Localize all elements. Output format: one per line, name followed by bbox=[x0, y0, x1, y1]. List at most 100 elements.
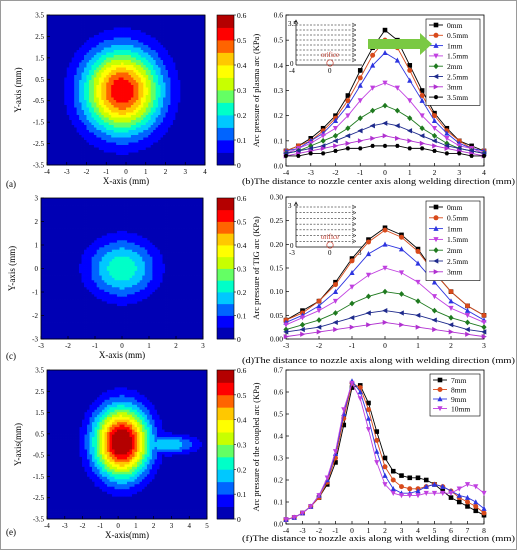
contour-cell bbox=[170, 65, 174, 68]
contour-cell bbox=[130, 137, 134, 141]
contour-cell bbox=[192, 70, 196, 73]
contour-cell bbox=[187, 22, 191, 26]
contour-cell bbox=[69, 102, 73, 106]
contour-cell bbox=[89, 230, 93, 234]
contour-cell bbox=[69, 147, 73, 151]
contour-cell bbox=[145, 40, 149, 43]
contour-cell bbox=[51, 202, 55, 206]
contour-cell bbox=[200, 200, 204, 204]
contour-cell bbox=[94, 226, 98, 229]
contour-cell bbox=[180, 25, 184, 28]
contour-cell bbox=[93, 77, 97, 81]
contour-cell bbox=[118, 67, 122, 71]
contour-cell bbox=[61, 92, 65, 96]
contour-cell bbox=[66, 115, 70, 118]
contour-cell bbox=[154, 202, 158, 206]
contour-cell bbox=[182, 87, 186, 91]
contour-cell bbox=[116, 228, 120, 232]
contour-cell bbox=[140, 17, 144, 21]
contour-cell bbox=[187, 219, 191, 222]
contour-cell bbox=[63, 228, 67, 232]
contour-cell bbox=[91, 233, 95, 236]
contour-cell bbox=[145, 117, 149, 121]
contour-cell bbox=[116, 42, 119, 46]
contour-cell bbox=[49, 115, 53, 118]
contour-cell bbox=[108, 40, 112, 43]
contour-cell bbox=[121, 125, 124, 128]
contour-cell bbox=[71, 135, 75, 138]
contour-cell bbox=[150, 137, 154, 141]
contour-cell bbox=[121, 20, 124, 23]
contour-cell bbox=[195, 15, 198, 18]
contour-cell bbox=[153, 102, 157, 106]
contour-cell bbox=[153, 40, 157, 43]
contour-cell bbox=[172, 230, 176, 234]
contour-cell bbox=[202, 115, 206, 118]
contour-cell bbox=[143, 30, 147, 33]
contour-cell bbox=[103, 127, 107, 131]
contour-cell bbox=[163, 152, 166, 156]
contour-cell bbox=[182, 200, 186, 204]
contour-cell bbox=[54, 37, 58, 41]
contour-cell bbox=[192, 200, 196, 204]
contour-cell bbox=[185, 205, 189, 208]
contour-cell bbox=[108, 30, 112, 33]
contour-cell bbox=[86, 221, 90, 225]
contour-cell bbox=[202, 50, 206, 53]
contour-cell bbox=[61, 200, 65, 204]
contour-cell bbox=[109, 212, 113, 215]
contour-cell bbox=[133, 125, 137, 128]
contour-cell bbox=[158, 122, 161, 126]
contour-cell bbox=[106, 130, 110, 133]
contour-cell bbox=[96, 157, 100, 161]
contour-cell bbox=[126, 17, 129, 21]
contour-cell bbox=[144, 200, 148, 204]
contour-cell bbox=[197, 125, 201, 128]
contour-cell bbox=[47, 152, 50, 156]
contour-cell bbox=[111, 214, 115, 218]
contour-cell bbox=[78, 209, 82, 213]
contour-cell bbox=[59, 15, 63, 18]
contour-cell bbox=[182, 147, 186, 151]
contour-cell bbox=[127, 212, 130, 215]
contour-cell bbox=[81, 42, 85, 46]
contour-cell bbox=[113, 160, 117, 163]
contour-cell bbox=[135, 90, 139, 93]
contour-cell bbox=[128, 112, 132, 116]
contour-cell bbox=[91, 200, 95, 204]
contour-cell bbox=[130, 130, 134, 133]
contour-cell bbox=[132, 214, 136, 218]
contour-cell bbox=[177, 230, 181, 234]
contour-cell bbox=[187, 77, 191, 81]
contour-cell bbox=[155, 97, 159, 101]
contour-cell bbox=[153, 92, 157, 96]
contour-cell bbox=[157, 209, 161, 213]
contour-cell bbox=[130, 112, 134, 116]
contour-cell bbox=[79, 100, 82, 103]
contour-cell bbox=[143, 55, 147, 58]
contour-cell bbox=[78, 226, 82, 229]
contour-cell bbox=[175, 228, 179, 232]
contour-cell bbox=[96, 37, 100, 41]
contour-cell bbox=[71, 137, 75, 141]
contour-cell bbox=[64, 155, 68, 158]
contour-cell bbox=[200, 80, 203, 83]
contour-cell bbox=[167, 230, 171, 234]
contour-cell bbox=[195, 32, 198, 36]
contour-cell bbox=[71, 110, 75, 113]
contour-cell bbox=[177, 35, 181, 38]
contour-cell bbox=[185, 32, 189, 36]
contour-cell bbox=[96, 95, 100, 98]
contour-cell bbox=[96, 160, 100, 163]
contour-cell bbox=[89, 221, 93, 225]
contour-cell bbox=[128, 67, 132, 71]
contour-cell bbox=[130, 37, 134, 41]
contour-cell bbox=[78, 200, 82, 204]
contour-cell bbox=[91, 135, 95, 138]
contour-cell bbox=[162, 207, 166, 211]
contour-cell bbox=[104, 200, 108, 204]
contour-cell bbox=[145, 15, 149, 18]
contour-cell bbox=[138, 157, 142, 161]
contour-cell bbox=[88, 100, 92, 103]
contour-cell bbox=[163, 132, 166, 136]
